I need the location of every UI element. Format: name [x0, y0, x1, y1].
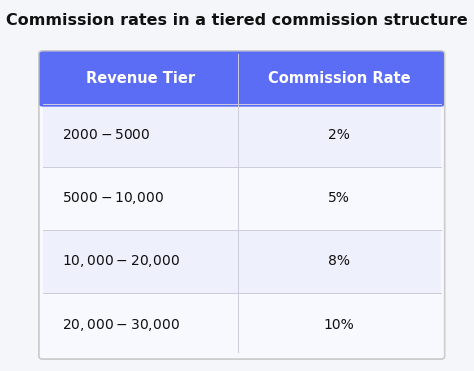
Text: $5000- $10,000: $5000- $10,000	[62, 190, 164, 206]
Text: $20,000- $30,000: $20,000- $30,000	[62, 316, 180, 332]
Text: 2%: 2%	[328, 128, 350, 142]
Text: 5%: 5%	[328, 191, 350, 206]
Text: 8%: 8%	[328, 255, 350, 269]
Text: Revenue Tier: Revenue Tier	[86, 71, 195, 86]
Text: Commission Rate: Commission Rate	[268, 71, 410, 86]
Text: $2000- $5000: $2000- $5000	[62, 128, 150, 142]
Text: $10,000- $20,000: $10,000- $20,000	[62, 253, 180, 269]
Text: Commission rates in a tiered commission structure: Commission rates in a tiered commission …	[6, 13, 468, 28]
Text: 10%: 10%	[324, 318, 355, 332]
